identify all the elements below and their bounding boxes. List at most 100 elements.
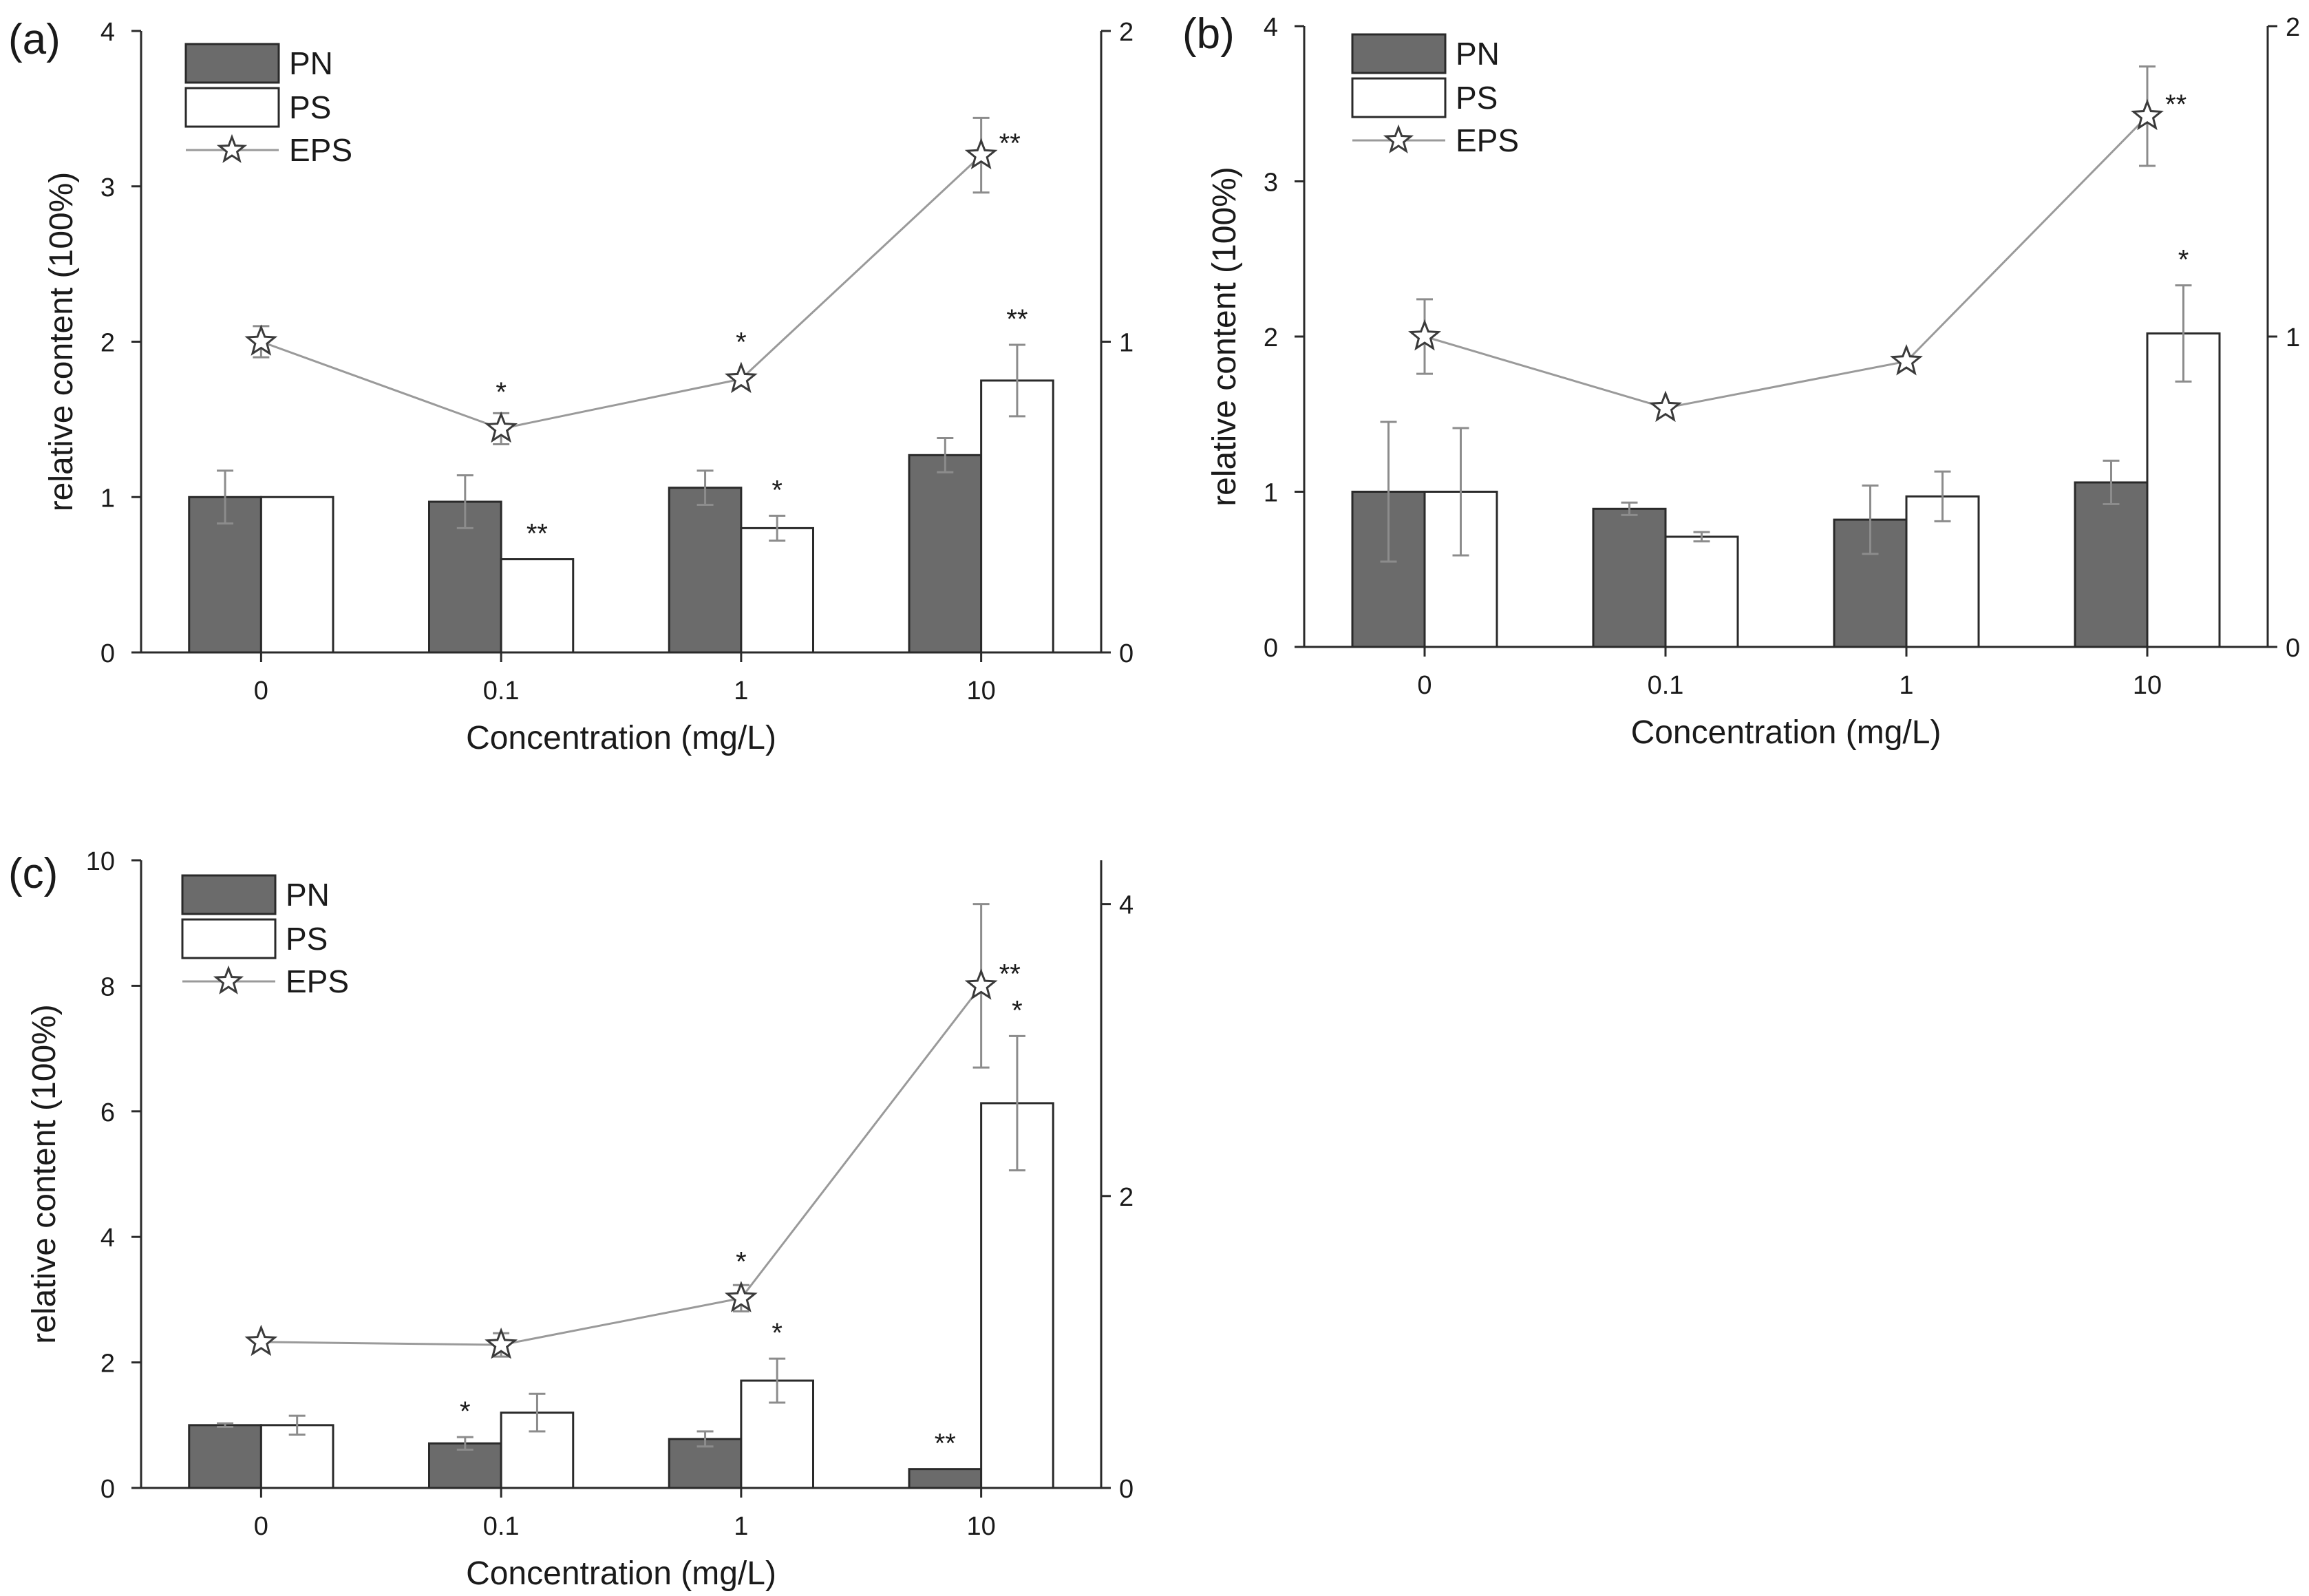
bar-ps: [259, 496, 334, 654]
y-tick-label: 4: [100, 18, 115, 47]
bar-ps: [1423, 491, 1498, 648]
y-tick-label: 2: [100, 329, 115, 358]
y-tick-label: 0: [100, 1475, 115, 1504]
bar-pn: [1592, 507, 1667, 648]
eps-marker: [1649, 390, 1682, 423]
y-tick-label: 6: [100, 1098, 115, 1127]
x-tick-label: 0: [254, 677, 268, 705]
significance-label: *: [772, 475, 783, 505]
significance-label: *: [2178, 245, 2189, 275]
eps-line: [1424, 115, 2149, 409]
bar-ps: [980, 379, 1054, 654]
x-tick-label: 10: [966, 677, 995, 705]
significance-label: *: [460, 1396, 471, 1427]
legend-label-pn: PN: [1456, 36, 1500, 72]
significance-label: **: [999, 959, 1021, 989]
legend-swatch-ps: [181, 918, 277, 959]
x-tick-label: 0.1: [1648, 671, 1684, 700]
eps-line: [261, 985, 982, 1346]
y-tick-label: 3: [1264, 169, 1278, 198]
significance-label: **: [1006, 304, 1028, 334]
legend-label-pn: PN: [289, 45, 333, 81]
bar-pn: [428, 1442, 502, 1489]
significance-label: *: [772, 1318, 783, 1348]
legend-marker-eps: [213, 965, 244, 994]
panel-label: (a): [8, 16, 61, 63]
x-tick-label: 0.1: [483, 677, 520, 705]
significance-label: *: [736, 328, 747, 358]
x-tick-label: 0: [254, 1512, 268, 1541]
y2-tick-label: 1: [2286, 323, 2300, 352]
x-axis-title: Concentration (mg/L): [466, 720, 776, 756]
legend-swatch-pn: [181, 874, 277, 915]
x-axis-title: Concentration (mg/L): [466, 1555, 776, 1592]
x-tick-label: 1: [734, 1512, 748, 1541]
y-tick-label: 10: [86, 847, 115, 876]
significance-label: *: [736, 1246, 747, 1277]
y2-tick-label: 2: [2286, 13, 2300, 42]
legend-marker-eps: [216, 134, 248, 163]
x-tick-label: 1: [734, 677, 748, 705]
x-axis-title: Concentration (mg/L): [1631, 714, 1941, 751]
legend-label-pn: PN: [286, 877, 330, 913]
legend-label-ps: PS: [286, 921, 328, 957]
eps-marker: [724, 1281, 758, 1312]
y2-tick-label: 4: [1119, 891, 1134, 920]
eps-marker: [724, 361, 758, 394]
bar-pn: [2074, 481, 2149, 648]
eps-marker: [964, 968, 998, 1000]
chart-panel-a: 0 1 2 3 4 0 1 2 0 0.1 1 10 Concentration (mg/L) relat…: [8, 16, 1134, 756]
legend-marker-eps: [1383, 124, 1414, 153]
x-tick-label: 1: [1899, 671, 1913, 700]
legend-swatch-ps: [184, 87, 280, 128]
bar-ps: [1664, 535, 1739, 648]
bar-ps: [500, 558, 575, 654]
eps-marker: [2131, 98, 2164, 131]
y2-tick-label: 2: [1119, 18, 1134, 47]
eps-marker: [244, 324, 278, 356]
y-axis-title: relative content (100%): [43, 172, 80, 512]
significance-label: *: [1012, 995, 1023, 1025]
y-tick-label: 1: [100, 484, 115, 513]
legend-swatch-pn: [1351, 33, 1447, 74]
y2-tick-label: 0: [1119, 1475, 1134, 1504]
legend-label-ps: PS: [1456, 80, 1498, 116]
y-axis-title: relative content (100%): [26, 1004, 63, 1344]
y2-tick-label: 1: [1119, 329, 1134, 358]
eps-marker: [1890, 343, 1923, 376]
legend-label-ps: PS: [289, 89, 331, 125]
legend-swatch-ps: [1351, 77, 1447, 118]
y2-tick-label: 0: [2286, 634, 2300, 663]
bar-ps: [740, 526, 814, 654]
y-axis-title: relative content (100%): [1206, 167, 1243, 507]
y-tick-label: 0: [100, 639, 115, 668]
y-tick-label: 4: [100, 1224, 115, 1253]
x-tick-label: 10: [2133, 671, 2162, 700]
significance-label: **: [935, 1429, 956, 1459]
bar-pn: [668, 487, 743, 654]
y-tick-label: 0: [1264, 634, 1278, 663]
legend-label-eps: EPS: [1456, 123, 1519, 158]
significance-label: **: [999, 129, 1021, 159]
y-tick-label: 8: [100, 972, 115, 1001]
significance-label: *: [496, 377, 507, 407]
y-tick-label: 2: [1264, 323, 1278, 352]
bar-pn: [188, 1424, 262, 1489]
chart-panel-b: 0 1 2 3 4 0 1 2 0 0.1 1 10 Concentration (mg/L) relat…: [1182, 10, 2300, 751]
y2-tick-label: 0: [1119, 639, 1134, 668]
y-tick-label: 1: [1264, 479, 1278, 508]
eps-marker: [1408, 319, 1441, 351]
x-tick-label: 0.1: [483, 1512, 520, 1541]
panel-label: (b): [1182, 10, 1235, 58]
bar-ps: [259, 1424, 334, 1489]
x-tick-label: 10: [966, 1512, 995, 1541]
panel-label: (c): [8, 850, 58, 897]
legend-label-eps: EPS: [286, 964, 349, 999]
y-tick-label: 3: [100, 173, 115, 202]
significance-label: **: [526, 519, 548, 549]
legend-swatch-pn: [184, 43, 280, 84]
significance-label: **: [2165, 89, 2186, 120]
eps-marker: [964, 138, 998, 169]
chart-panel-c: 0 2 4 6 8 10 0 2 4 0 0.1 1 10 Concentration (mg/L) rel…: [8, 847, 1134, 1592]
